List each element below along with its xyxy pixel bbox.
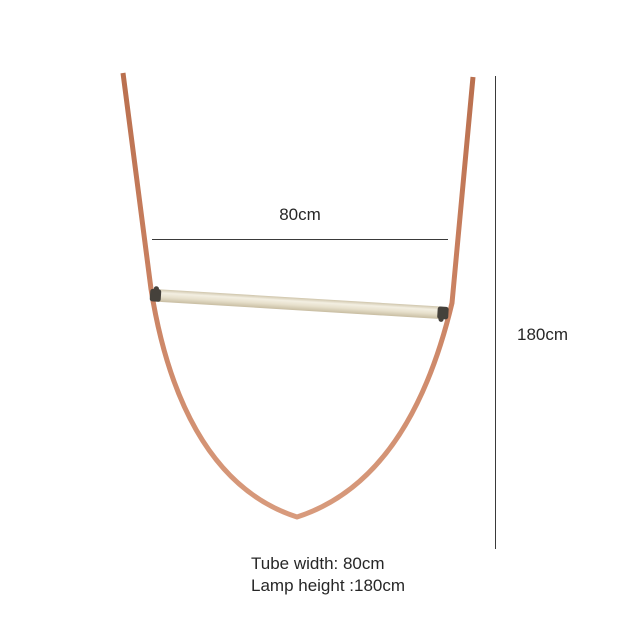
caption-lamp-height: Lamp height :180cm <box>251 576 406 595</box>
tube-lamp-body <box>151 289 447 320</box>
tube-end-cap-right <box>437 306 449 320</box>
tube-lamp <box>149 286 449 322</box>
width-dimension-label: 80cm <box>279 205 321 224</box>
caption-tube-width: Tube width: 80cm <box>251 554 385 573</box>
leather-strap <box>120 72 476 520</box>
height-dimension-label: 180cm <box>517 325 569 344</box>
width-dimension-line <box>152 239 448 240</box>
caption: Tube width: 80cm Lamp height :180cm <box>251 553 405 597</box>
height-dimension-line <box>495 76 496 549</box>
tube-end-cap-left <box>149 288 162 302</box>
